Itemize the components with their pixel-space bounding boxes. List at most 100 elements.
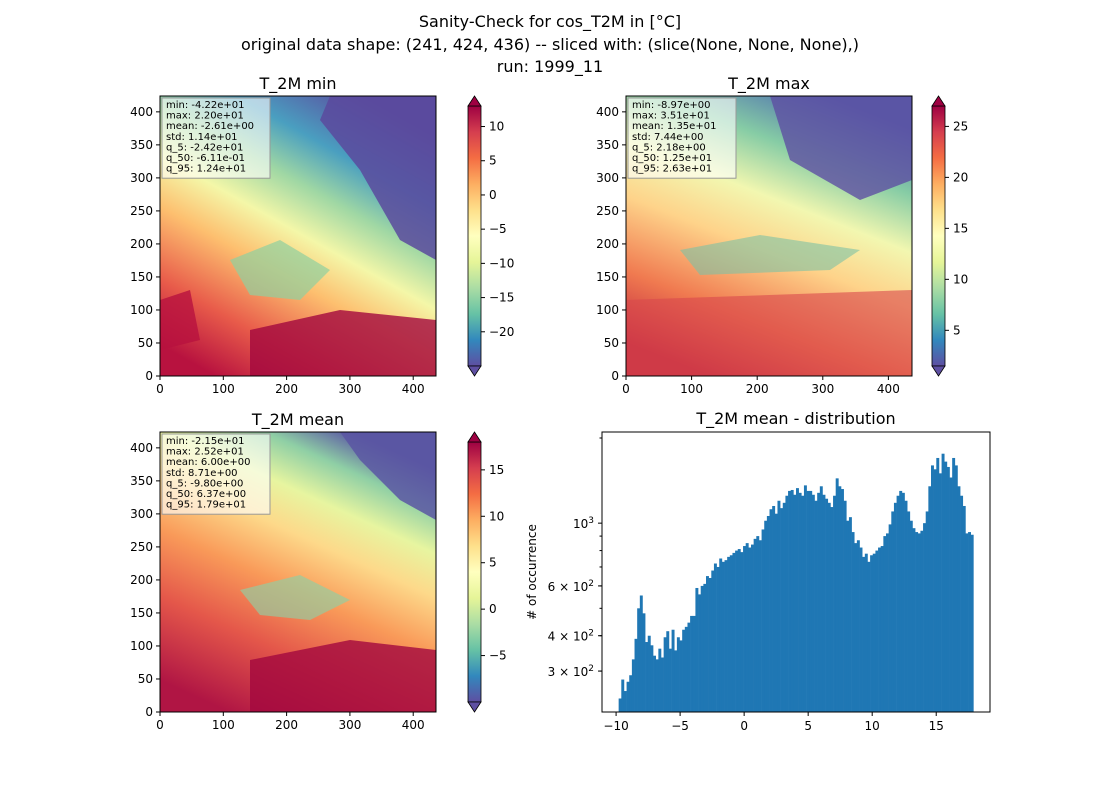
histogram-bar: [886, 533, 889, 712]
heatmap-min-title: T_2M min: [258, 74, 336, 94]
histogram-bar: [962, 505, 966, 712]
heatmap-mean-xtick-label: 200: [275, 718, 298, 732]
histogram-bar: [729, 555, 733, 712]
heatmap-mean-ytick-label: 350: [130, 474, 153, 488]
heatmap-mean-ytick-label: 250: [130, 540, 153, 554]
histogram-bar: [923, 523, 927, 712]
histogram-ylabel: # of occurrence: [525, 524, 539, 620]
histogram-bar: [708, 577, 712, 712]
colorbar-min-tick-label: 0: [489, 188, 497, 202]
heatmap-max-xtick-label: 0: [622, 382, 630, 396]
histogram-bar: [745, 543, 749, 712]
histogram-bar: [878, 547, 882, 712]
histogram-bar: [713, 563, 717, 712]
histogram-xtick-label: 0: [740, 719, 748, 733]
colorbar-min-tick-label: −20: [489, 325, 514, 339]
histogram-bar: [724, 560, 728, 712]
histogram-bar: [803, 485, 807, 712]
histogram-bar: [854, 543, 858, 712]
histogram-bar: [957, 486, 961, 712]
histogram-ytick-label: 6 × 102: [548, 579, 594, 594]
histogram-bar: [735, 550, 739, 712]
histogram-bar: [793, 494, 797, 712]
heatmap-mean-stat-line: q_95: 1.79e+01: [166, 500, 246, 511]
heatmap-mean-stat-line: max: 2.52e+01: [166, 447, 244, 458]
histogram-bar: [740, 552, 744, 712]
heatmap-mean-stat-line: q_5: -9.80e+00: [166, 478, 243, 489]
heatmap-mean-stat-line: mean: 6.00e+00: [166, 457, 250, 468]
colorbar-max-extend-top: [931, 95, 946, 107]
histogram-bar: [867, 561, 871, 712]
colorbar-max: [931, 105, 946, 367]
heatmap-min-stat-line: max: 2.20e+01: [166, 111, 244, 122]
histogram-bar: [756, 536, 760, 712]
histogram-bar: [705, 576, 709, 712]
heatmap-min-stats-box: [161, 97, 271, 179]
histogram-bar: [700, 585, 704, 712]
heatmap-max-xtick-label: 300: [811, 382, 834, 396]
heatmap-max-xtick-label: 100: [680, 382, 703, 396]
histogram-bar: [915, 532, 919, 712]
histogram-bar: [711, 570, 715, 712]
histogram-bar: [676, 637, 680, 712]
histogram-bar: [941, 453, 945, 712]
histogram-bar: [843, 500, 847, 712]
heatmap-min-xtick-label: 300: [338, 382, 361, 396]
colorbar-min-tick-label: −10: [489, 256, 514, 270]
figure-title-line-3: run: 1999_11: [496, 57, 604, 76]
histogram-bar: [647, 635, 651, 712]
histogram-bar: [830, 507, 834, 712]
heatmap-max-stat-line: q_5: 2.18e+00: [632, 142, 706, 153]
colorbar-mean-tick-label: 15: [489, 463, 504, 477]
heatmap-max-ytick-label: 200: [596, 237, 619, 251]
colorbar-mean-extend-bottom: [467, 701, 482, 713]
heatmap-max-stat-line: max: 3.51e+01: [632, 111, 710, 122]
histogram-bar: [846, 520, 850, 712]
histogram-bar: [825, 498, 829, 712]
histogram-bar: [893, 502, 897, 712]
histogram-bar: [653, 655, 657, 712]
heatmap-min-ytick-label: 350: [130, 138, 153, 152]
histogram-bar: [772, 505, 776, 712]
histogram-bar: [743, 546, 747, 712]
heatmap-mean-ytick-label: 400: [130, 441, 153, 455]
histogram-bar: [896, 495, 900, 712]
heatmap-max-ytick-label: 400: [596, 105, 619, 119]
histogram-bar: [626, 681, 630, 712]
heatmap-min-ytick-label: 200: [130, 237, 153, 251]
histogram-xtick-label: 15: [929, 719, 944, 733]
histogram-bar: [753, 538, 757, 712]
heatmap-min-stat-line: q_50: -6.11e-01: [166, 153, 245, 164]
colorbar-min-tick-label: −15: [489, 291, 514, 305]
histogram-bar: [862, 556, 866, 712]
heatmap-min-ytick-label: 400: [130, 105, 153, 119]
histogram-xtick-label: 10: [865, 719, 880, 733]
heatmap-mean-xtick-label: 100: [212, 718, 235, 732]
heatmap-max-ytick-label: 250: [596, 204, 619, 218]
heatmap-min-ytick-label: 150: [130, 270, 153, 284]
histogram-bar: [621, 679, 625, 712]
histogram-bar: [856, 540, 860, 712]
histogram-bar: [928, 486, 932, 712]
heatmap-max-stat-line: q_95: 2.63e+01: [632, 164, 712, 175]
heatmap-min-xtick-label: 0: [156, 382, 164, 396]
heatmap-mean-xtick-label: 400: [402, 718, 425, 732]
histogram-bar: [796, 488, 799, 712]
histogram-bar: [909, 520, 913, 712]
heatmap-max-stat-line: min: -8.97e+00: [632, 100, 711, 111]
histogram-bar: [645, 642, 649, 712]
colorbar-max-tick-label: 20: [953, 170, 968, 184]
histogram-bar: [901, 492, 905, 712]
histogram-bar: [838, 486, 842, 712]
histogram-bar: [629, 675, 633, 712]
heatmap-mean-ytick-label: 200: [130, 573, 153, 587]
figure-title-line-1: Sanity-Check for cos_T2M in [°C]: [418, 12, 682, 31]
heatmap-mean-xtick-label: 0: [156, 718, 164, 732]
heatmap-max-ytick-label: 100: [596, 303, 619, 317]
heatmap-mean-stat-line: std: 8.71e+00: [166, 468, 238, 479]
histogram-frame: [601, 431, 991, 713]
histogram-bar: [817, 492, 821, 712]
histogram-bar: [764, 520, 768, 712]
heatmap-max-xtick-label: 400: [877, 382, 900, 396]
